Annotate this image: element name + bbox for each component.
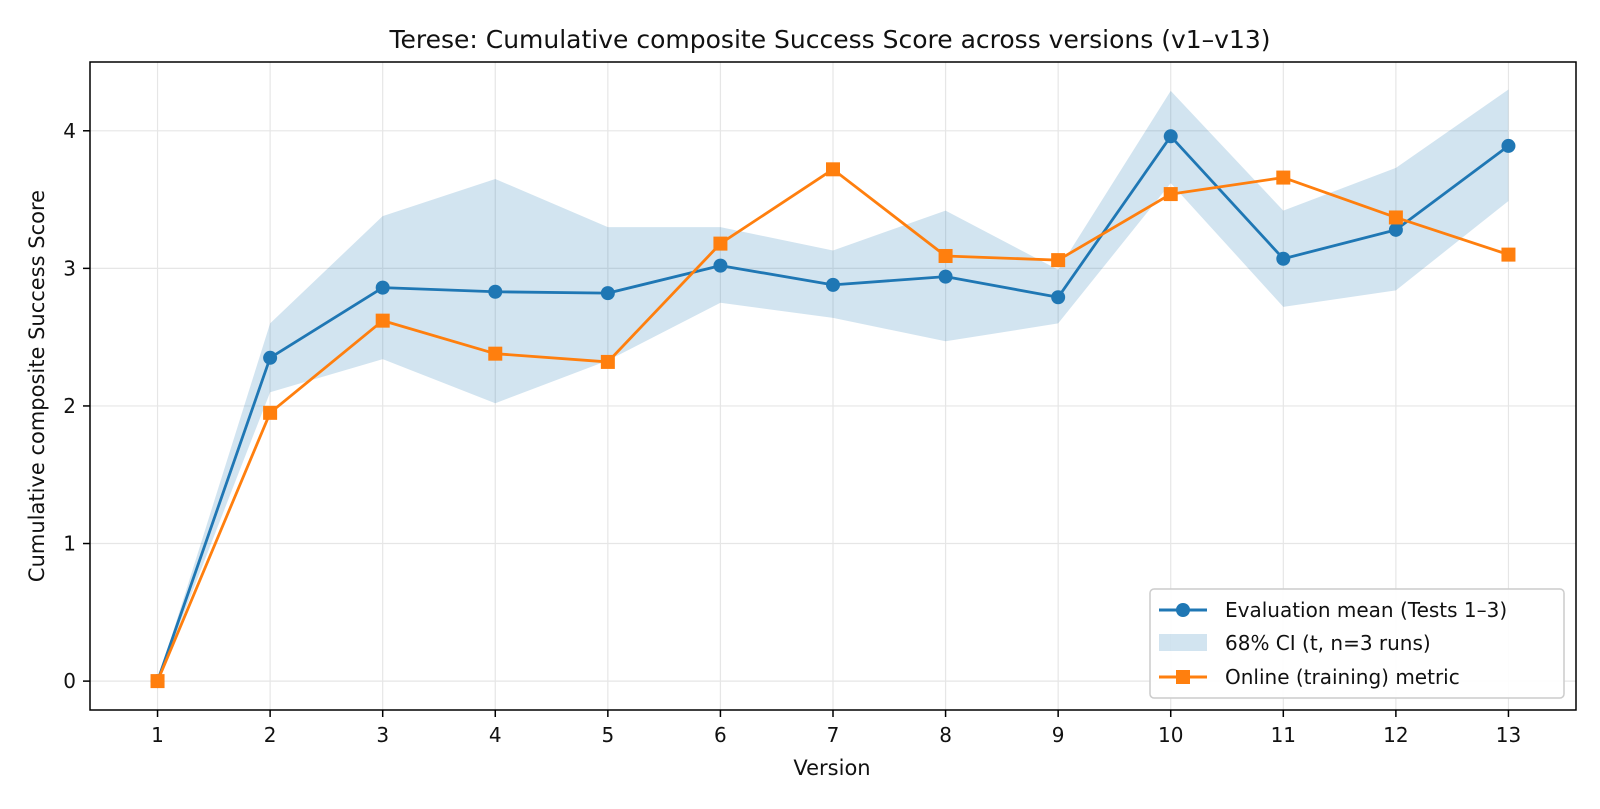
x-tick-label-6: 6 bbox=[714, 723, 727, 747]
online-metric-point-v6 bbox=[713, 236, 728, 251]
legend-label-online-metric: Online (training) metric bbox=[1225, 665, 1460, 689]
y-tick-label-0: 0 bbox=[63, 669, 76, 693]
legend-box bbox=[1149, 588, 1565, 699]
evaluation-mean-point-v8 bbox=[938, 269, 953, 284]
chart-title: Terese: Cumulative composite Success Sco… bbox=[388, 25, 1270, 54]
online-metric-point-v7 bbox=[826, 162, 840, 177]
online-metric-point-v12 bbox=[1388, 210, 1403, 225]
evaluation-mean-point-v4 bbox=[488, 284, 503, 299]
x-tick-label-4: 4 bbox=[489, 723, 502, 747]
legend-eval-marker-swatch bbox=[1176, 603, 1190, 617]
y-tick-label-3: 3 bbox=[63, 256, 76, 280]
online-metric-point-v4 bbox=[488, 346, 503, 361]
x-tick-label-11: 11 bbox=[1271, 723, 1296, 747]
online-metric-point-v10 bbox=[1163, 187, 1178, 202]
evaluation-mean-point-v6 bbox=[713, 258, 728, 273]
evaluation-mean-point-v5 bbox=[600, 286, 615, 301]
legend-online-marker-swatch bbox=[1176, 670, 1190, 684]
evaluation-mean-point-v7 bbox=[826, 277, 840, 292]
ci-band bbox=[157, 89, 1509, 682]
x-tick-label-12: 12 bbox=[1383, 723, 1408, 747]
legend: Evaluation mean (Tests 1–3) 68% CI (t, n… bbox=[1149, 588, 1565, 699]
x-tick-label-10: 10 bbox=[1158, 723, 1183, 747]
x-tick-label-1: 1 bbox=[151, 723, 164, 747]
online-metric-point-v13 bbox=[1501, 247, 1516, 262]
legend-label-ci: 68% CI (t, n=3 runs) bbox=[1225, 631, 1431, 655]
x-tick-label-7: 7 bbox=[827, 723, 840, 747]
evaluation-mean-point-v11 bbox=[1276, 251, 1291, 266]
x-tick-label-3: 3 bbox=[376, 723, 389, 747]
legend-ci-swatch bbox=[1159, 634, 1207, 651]
online-metric-point-v11 bbox=[1276, 170, 1291, 185]
evaluation-mean-point-v10 bbox=[1163, 129, 1178, 144]
x-tick-label-5: 5 bbox=[601, 723, 614, 747]
evaluation-mean-point-v13 bbox=[1501, 138, 1516, 153]
x-tick-label-13: 13 bbox=[1496, 723, 1521, 747]
y-axis-label: Cumulative composite Success Score bbox=[25, 190, 49, 582]
evaluation-mean-point-v2 bbox=[263, 350, 278, 365]
legend-label-evaluation-mean: Evaluation mean (Tests 1–3) bbox=[1225, 598, 1507, 622]
online-metric-point-v5 bbox=[600, 354, 615, 369]
online-metric-point-v9 bbox=[1051, 253, 1066, 268]
y-tick-label-4: 4 bbox=[63, 119, 76, 143]
online-metric-point-v1 bbox=[150, 674, 165, 689]
y-tick-label-1: 1 bbox=[63, 532, 76, 556]
evaluation-mean-point-v3 bbox=[375, 280, 390, 295]
x-tick-label-8: 8 bbox=[939, 723, 952, 747]
evaluation-mean-point-v12 bbox=[1388, 222, 1403, 237]
evaluation-mean-point-v9 bbox=[1051, 290, 1066, 305]
online-metric-point-v3 bbox=[375, 313, 390, 328]
x-axis-label: Version bbox=[793, 756, 870, 780]
x-tick-label-9: 9 bbox=[1052, 723, 1065, 747]
online-metric-point-v8 bbox=[938, 248, 953, 263]
x-tick-label-2: 2 bbox=[264, 723, 277, 747]
online-metric-point-v2 bbox=[263, 405, 278, 420]
y-tick-label-2: 2 bbox=[63, 394, 76, 418]
